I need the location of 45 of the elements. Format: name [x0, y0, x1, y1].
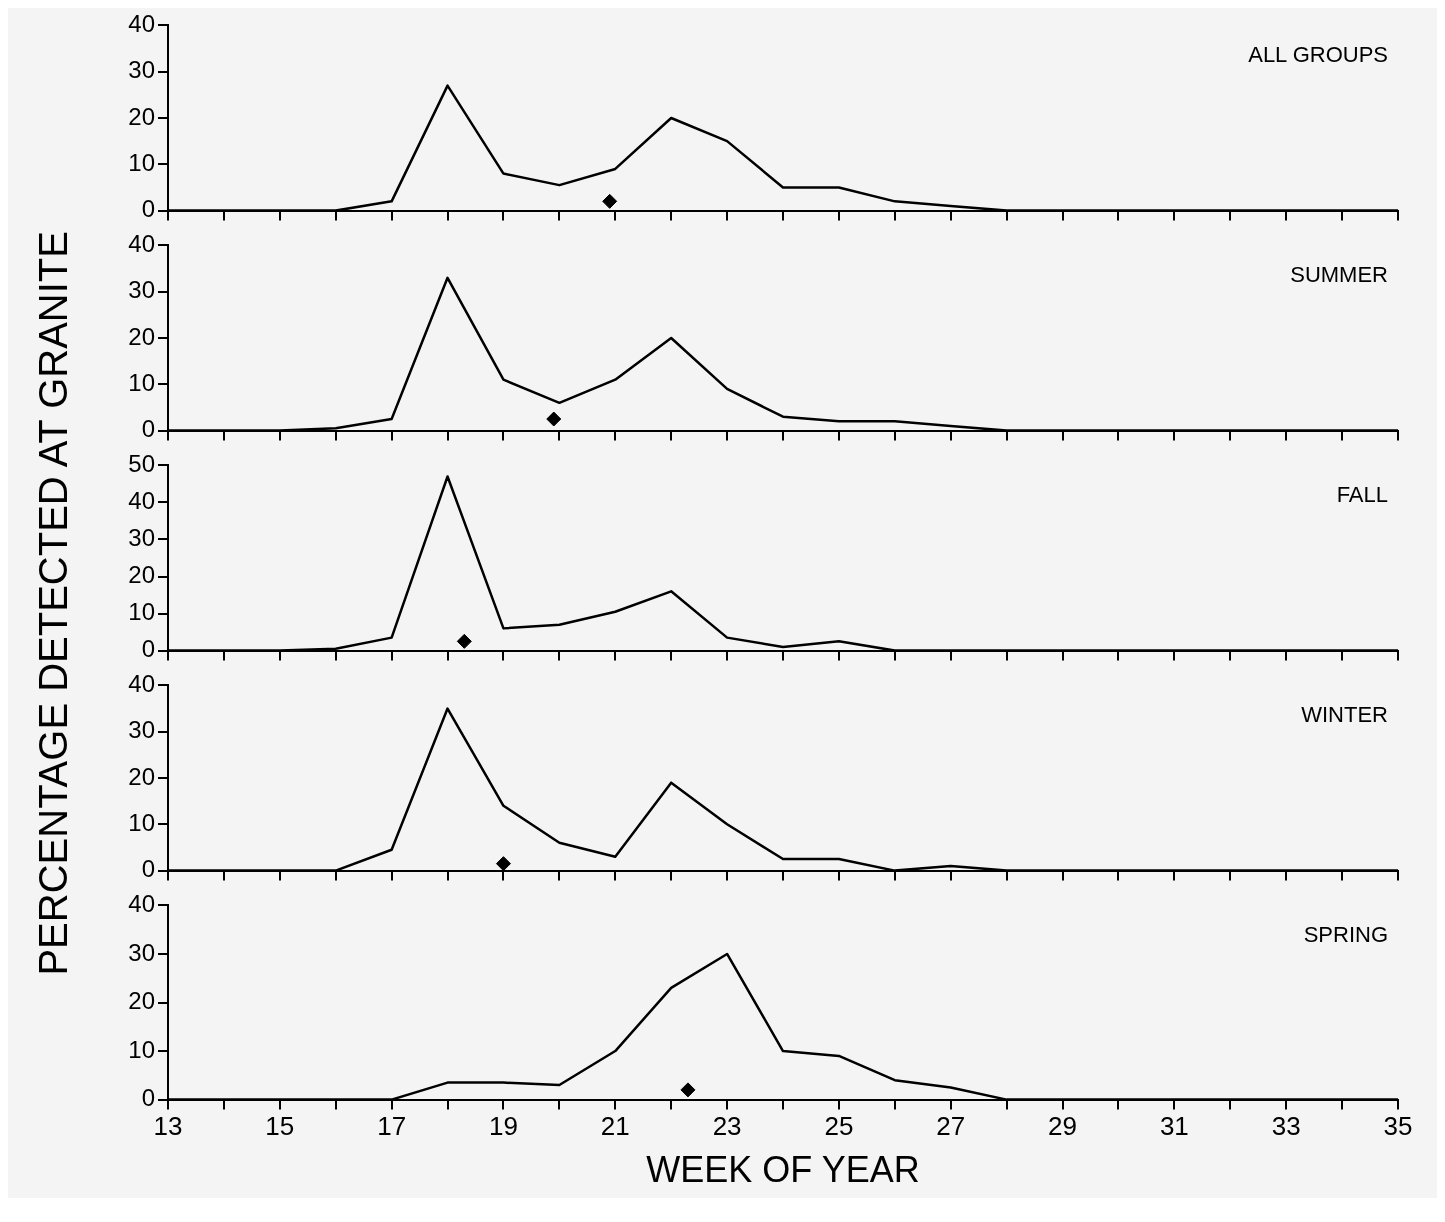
y-tick-label: 10 — [128, 808, 155, 836]
y-tick-label: 0 — [141, 635, 155, 663]
x-tick-label: 29 — [1048, 1111, 1078, 1142]
y-tick-label: 50 — [128, 450, 155, 478]
x-tick-label: 27 — [936, 1111, 966, 1142]
y-tick-label: 20 — [128, 322, 155, 350]
y-tick-label: 30 — [128, 276, 155, 304]
x-tick-label: 23 — [712, 1111, 742, 1142]
y-tick-label: 0 — [141, 855, 155, 883]
y-tick-label: 10 — [128, 148, 155, 176]
y-tick-label: 20 — [128, 561, 155, 589]
text: ALL GROUPS — [1248, 42, 1388, 68]
text: SUMMER — [1290, 262, 1388, 288]
x-tick-label: 13 — [153, 1111, 183, 1142]
y-tick-label: 20 — [128, 987, 155, 1015]
y-tick-label: 20 — [128, 762, 155, 790]
y-tick-label: 20 — [128, 102, 155, 130]
y-tick-label: 0 — [141, 195, 155, 223]
x-tick-label: 15 — [265, 1111, 295, 1142]
y-tick-label: 30 — [128, 938, 155, 966]
y-tick-label: 30 — [128, 524, 155, 552]
text: SPRING — [1303, 922, 1388, 948]
y-tick-label: 0 — [141, 415, 155, 443]
x-tick-label: 31 — [1159, 1111, 1189, 1142]
y-tick-label: 10 — [128, 1035, 155, 1063]
x-tick-label: 21 — [600, 1111, 630, 1142]
y-tick-label: 30 — [128, 716, 155, 744]
y-tick-label: 10 — [128, 368, 155, 396]
y-tick-label: 40 — [128, 670, 155, 698]
text: FALL — [1336, 482, 1388, 508]
x-tick-label: 19 — [488, 1111, 518, 1142]
y-tick-label: 40 — [128, 230, 155, 258]
y-tick-label: 30 — [128, 56, 155, 84]
y-tick-label: 40 — [128, 10, 155, 38]
y-axis-title: PERCENTAGE DETECTED AT GRANITE — [30, 230, 76, 976]
y-tick-label: 40 — [128, 487, 155, 515]
x-tick-label: 17 — [377, 1111, 407, 1142]
x-tick-label: 35 — [1383, 1111, 1413, 1142]
y-tick-label: 0 — [141, 1084, 155, 1112]
x-tick-label: 33 — [1271, 1111, 1301, 1142]
y-tick-label: 10 — [128, 598, 155, 626]
x-tick-label: 25 — [824, 1111, 854, 1142]
x-axis-title: WEEK OF YEAR — [646, 1149, 920, 1191]
y-tick-label: 40 — [128, 890, 155, 918]
text: WINTER — [1301, 702, 1388, 728]
